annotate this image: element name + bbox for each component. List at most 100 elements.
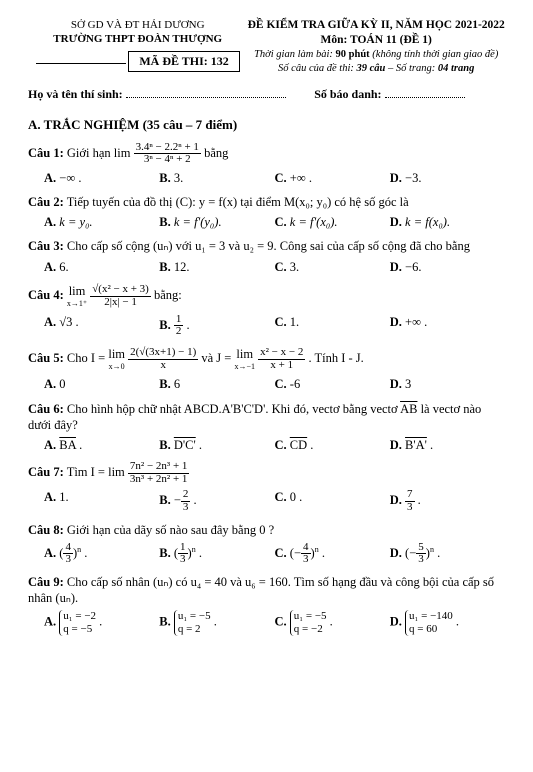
q1-post: bằng — [204, 146, 228, 160]
q8-text: Giới hạn của dãy số nào sau đây bằng 0 ? — [67, 523, 274, 537]
q3-a-text: 6. — [59, 260, 68, 274]
q1-label: Câu 1: — [28, 146, 64, 160]
q4-limsub: x→1⁺ — [67, 299, 87, 309]
q5-lim2: limx→−1 — [234, 346, 255, 373]
exam-title: ĐỀ KIỂM TRA GIỮA KỲ II, NĂM HỌC 2021-202… — [247, 18, 505, 33]
q2-a-text: k = y₀. — [59, 215, 92, 229]
name-field: Họ và tên thí sinh: — [28, 87, 314, 103]
q1-frac: 3.4ⁿ − 2.2ⁿ + 1 3ⁿ − 4ⁿ + 2 — [134, 142, 201, 166]
q6-choices: A. BA . B. D'C' . C. CD . D. B'A' . — [28, 437, 505, 453]
q6-c: C. CD . — [275, 437, 390, 453]
q2-label: Câu 2: — [28, 195, 64, 209]
time-bold: 90 phút — [336, 49, 370, 60]
question-8: Câu 8: Giới hạn của dãy số nào sau đây b… — [28, 522, 505, 538]
q9-d2: q = 60 — [409, 623, 453, 636]
question-1: Câu 1: Giới hạn lim 3.4ⁿ − 2.2ⁿ + 1 3ⁿ −… — [28, 142, 505, 166]
exam-subject: Môn: TOÁN 11 (ĐỀ 1) — [247, 33, 505, 48]
q1-d: D. −3. — [390, 170, 505, 186]
q9-d: D. u₁ = −140q = 60 . — [390, 610, 505, 635]
q1-pre: Giới hạn — [67, 146, 114, 160]
q3-d-text: −6. — [405, 260, 421, 274]
q7-label: Câu 7: — [28, 465, 64, 479]
section-a-title: A. TRẮC NGHIỆM (35 câu – 7 điểm) — [28, 117, 505, 134]
q9-a: A. u₁ = −2q = −5 . — [44, 610, 159, 635]
q4-frac: √(x² − x + 3) 2|x| − 1 — [90, 284, 151, 308]
q1-d-text: −3. — [405, 171, 421, 185]
q5-c-text: -6 — [290, 377, 300, 391]
pages-mid: – Số trang: — [385, 63, 438, 74]
q3-text: Cho cấp số cộng (uₙ) với u₁ = 3 và u₂ = … — [67, 239, 470, 253]
q7-d: D. 73 . — [390, 489, 505, 513]
school-underline — [36, 63, 126, 64]
pages-bold: 04 trang — [438, 63, 474, 74]
q2-b: B. k = f'(y₀). — [159, 214, 274, 230]
q6-d: D. B'A' . — [390, 437, 505, 453]
q4-label: Câu 4: — [28, 288, 64, 302]
q3-c-text: 3. — [290, 260, 299, 274]
q3-d: D. −6. — [390, 259, 505, 275]
id-field: Số báo danh: — [314, 87, 505, 103]
q9-text: Cho cấp số nhân (uₙ) có u₄ = 40 và u₆ = … — [28, 575, 494, 605]
q7-choices: A. 1. B. −23 . C. 0 . D. 73 . — [28, 489, 505, 513]
q7-b-den: 3 — [181, 502, 191, 514]
q6-a: A. BA . — [44, 437, 159, 453]
q6-b-text: D'C' — [174, 438, 196, 452]
q9-c1: u₁ = −5 — [294, 610, 327, 623]
id-dotted — [385, 88, 465, 98]
q5-a: A. 0 — [44, 376, 159, 392]
q5-c: C. -6 — [275, 376, 390, 392]
q3-c: C. 3. — [275, 259, 390, 275]
header-right: ĐỀ KIỂM TRA GIỮA KỲ II, NĂM HỌC 2021-202… — [247, 18, 505, 75]
time-suffix: (không tính thời gian giao đề) — [370, 49, 499, 60]
q7-pre: Tìm I = — [67, 465, 108, 479]
q4-lim-txt: lim — [69, 284, 86, 298]
q9-b1: u₁ = −5 — [178, 610, 211, 623]
q3-b-text: 12. — [174, 260, 190, 274]
q5-mid: và J = — [201, 351, 234, 365]
q9-b2: q = 2 — [178, 623, 211, 636]
info-row: Họ và tên thí sinh: Số báo danh: — [28, 87, 505, 103]
q5-a-text: 0 — [59, 377, 65, 391]
q7-c-text: 0 . — [290, 490, 303, 504]
q5-pre: Cho I = — [67, 351, 108, 365]
q8-a: A. (43)n . — [44, 542, 159, 566]
q4-b: B. 12 . — [159, 314, 274, 338]
q3-label: Câu 3: — [28, 239, 64, 253]
header: SỞ GD VÀ ĐT HẢI DƯƠNG TRƯỜNG THPT ĐOÀN T… — [28, 18, 505, 75]
q4-choices: A. √3 . B. 12 . C. 1. D. +∞ . — [28, 314, 505, 338]
q6-d-text: B'A' — [405, 438, 427, 452]
q5-d-text: 3 — [405, 377, 411, 391]
q4-b-den: 2 — [174, 326, 184, 338]
q8-c-sign: − — [294, 546, 301, 560]
q8-label: Câu 8: — [28, 523, 64, 537]
department: SỞ GD VÀ ĐT HẢI DƯƠNG — [28, 18, 247, 32]
q4-a: A. √3 . — [44, 314, 159, 338]
q8-d-den: 3 — [416, 554, 426, 566]
q9-label: Câu 9: — [28, 575, 64, 589]
q6-a-text: BA — [59, 438, 76, 452]
q3-choices: A. 6. B. 12. C. 3. D. −6. — [28, 259, 505, 275]
q5-b: B. 6 — [159, 376, 274, 392]
q5-lim2-t: lim — [236, 347, 253, 361]
q1-b: B. 3. — [159, 170, 274, 186]
time-prefix: Thời gian làm bài: — [254, 49, 335, 60]
q1-a: A. −∞ . — [44, 170, 159, 186]
q9-c: C. u₁ = −5q = −2 . — [275, 610, 390, 635]
q7-b: B. −23 . — [159, 489, 274, 513]
school: TRƯỜNG THPT ĐOÀN THƯỢNG — [28, 32, 247, 46]
count-prefix: Số câu của đề thi: — [278, 63, 356, 74]
q7-den: 3n³ + 2n² + 1 — [128, 474, 190, 486]
count-bold: 39 câu — [356, 63, 385, 74]
q8-b: B. (13)n . — [159, 542, 274, 566]
q4-a-text: √3 . — [59, 315, 78, 329]
q7-c: C. 0 . — [275, 489, 390, 513]
q1-c: C. +∞ . — [275, 170, 390, 186]
q5-limsub1: x→0 — [108, 362, 125, 372]
q4-c-text: 1. — [290, 315, 299, 329]
name-label: Họ và tên thí sinh: — [28, 87, 123, 101]
q5-J-den: x + 1 — [258, 360, 305, 372]
q5-lim1-t: lim — [108, 347, 125, 361]
q9-b: B. u₁ = −5q = 2 . — [159, 610, 274, 635]
q1-a-text: −∞ . — [59, 171, 81, 185]
q5-label: Câu 5: — [28, 351, 64, 365]
